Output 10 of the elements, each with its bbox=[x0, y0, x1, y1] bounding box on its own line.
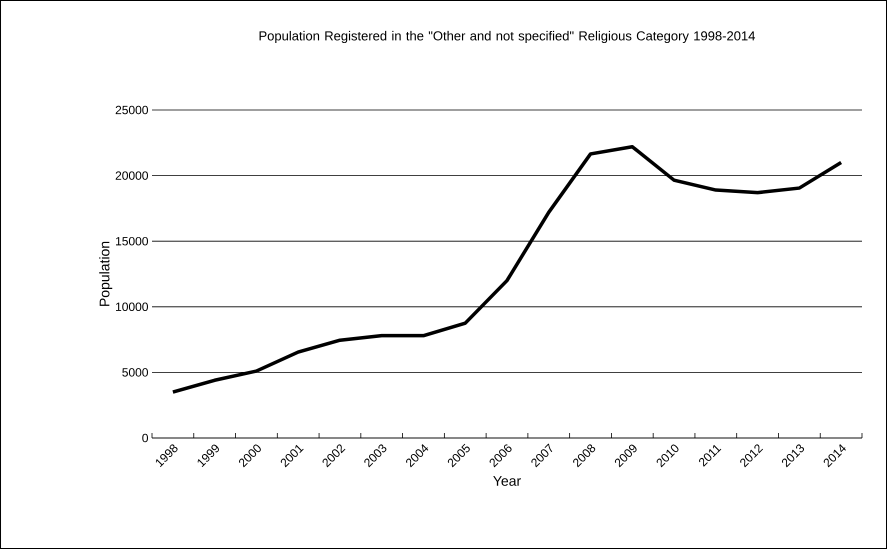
y-tick-label: 15000 bbox=[116, 236, 148, 246]
y-tick-label: 5000 bbox=[122, 368, 148, 377]
chart-title: Population Registered in the "Other and not specified" Religious Category 1998-2014 bbox=[260, 30, 756, 44]
y-axis-title: Population bbox=[99, 242, 112, 306]
y-tick-label: 10000 bbox=[116, 302, 148, 312]
y-tick-label: 0 bbox=[142, 434, 148, 442]
x-axis-title: Year bbox=[493, 476, 521, 486]
line-series bbox=[171, 144, 843, 394]
y-tick-label: 25000 bbox=[116, 106, 148, 114]
y-tick-label: 20000 bbox=[116, 171, 148, 180]
